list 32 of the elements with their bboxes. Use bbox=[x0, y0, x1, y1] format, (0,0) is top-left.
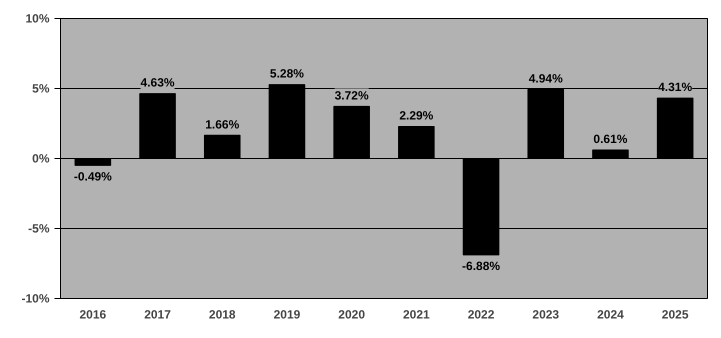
text: 2.29% bbox=[399, 108, 434, 122]
text: 5.28% bbox=[270, 66, 304, 81]
text: 4.63% bbox=[140, 76, 175, 90]
y-tick-label: -10% bbox=[21, 292, 50, 306]
x-tick-label: 2022 bbox=[468, 308, 495, 322]
y-tick-label: 5% bbox=[32, 82, 50, 96]
y-tick-label: -5% bbox=[28, 222, 50, 236]
x-tick-label: 2020 bbox=[338, 308, 366, 322]
x-tick-label: 2025 bbox=[662, 308, 689, 322]
x-tick-label: 2024 bbox=[597, 308, 624, 322]
text: 0.61% bbox=[593, 132, 628, 146]
bar bbox=[139, 93, 176, 159]
x-tick-label: 2021 bbox=[403, 308, 430, 322]
text: -6.88% bbox=[462, 258, 500, 273]
x-tick-label: 2017 bbox=[144, 308, 172, 322]
text: 4.94% bbox=[528, 71, 563, 86]
bar bbox=[74, 158, 112, 166]
bar bbox=[204, 134, 241, 159]
text: -0.49% bbox=[74, 169, 112, 184]
bar bbox=[656, 98, 694, 159]
bar bbox=[333, 106, 370, 159]
text: 1.66% bbox=[205, 117, 240, 132]
x-tick-label: 2018 bbox=[208, 308, 236, 322]
text: 3.72% bbox=[334, 88, 369, 102]
x-tick-label: 2019 bbox=[274, 308, 301, 322]
x-tick-label: 2023 bbox=[532, 308, 560, 322]
text: 4.31% bbox=[658, 80, 692, 94]
y-tick-label: 10% bbox=[25, 12, 50, 26]
y-tick-label: 0% bbox=[32, 152, 50, 166]
bar bbox=[592, 149, 629, 159]
x-tick-label: 2016 bbox=[80, 308, 107, 322]
bar bbox=[398, 126, 435, 159]
